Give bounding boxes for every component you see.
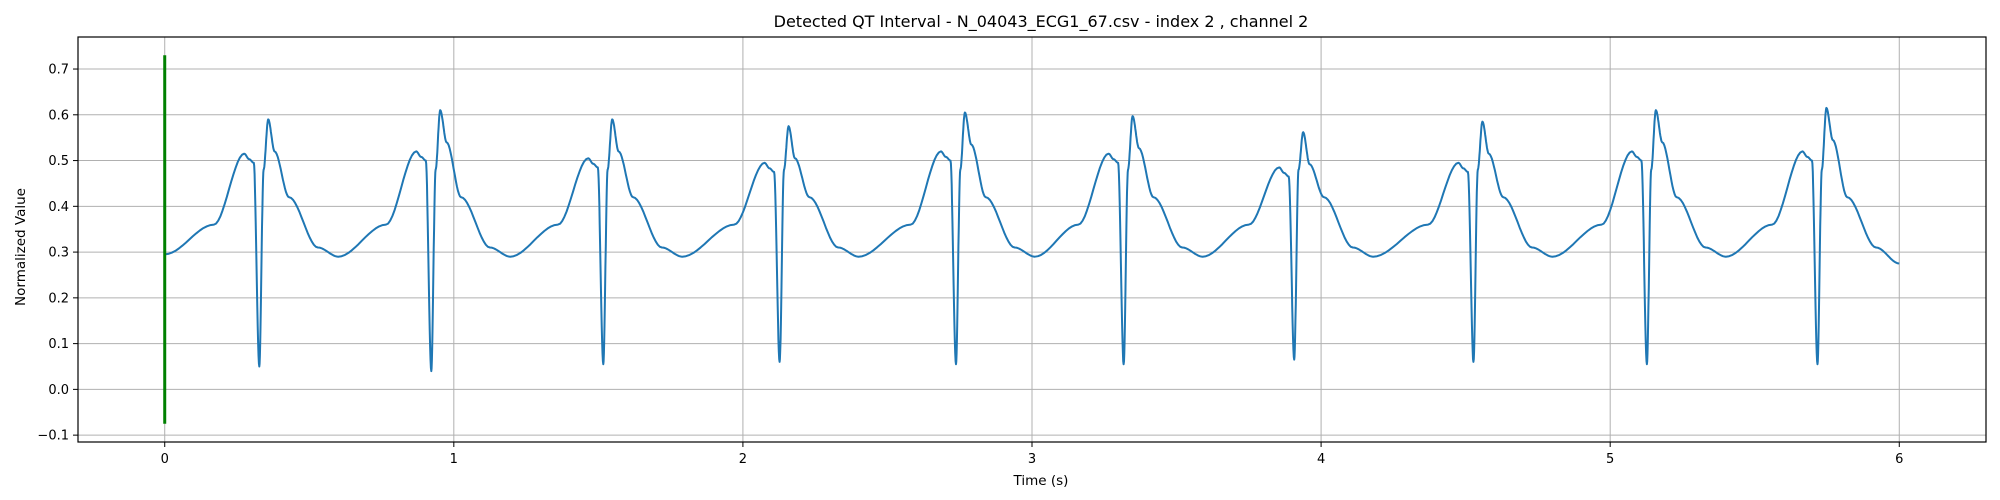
y-tick-label: −0.1 [37,429,69,444]
y-tick-label: 0.1 [48,337,69,352]
y-tick-label: 0.3 [48,246,69,261]
x-tick-label: 4 [1317,452,1325,467]
x-tick-label: 6 [1895,452,1903,467]
x-tick-label: 0 [161,452,169,467]
ecg-signal-line [164,106,1900,373]
x-axis-ticks: 0 1 2 3 4 5 6 [161,442,1903,467]
chart-title: Detected QT Interval - N_04043_ECG1_67.c… [774,12,1309,32]
y-tick-label: 0.5 [48,154,69,169]
y-tick-label: 0.4 [48,200,69,215]
y-tick-label: 0.7 [48,63,69,78]
plot-area [163,55,1900,424]
x-tick-label: 2 [739,452,747,467]
x-tick-label: 5 [1606,452,1614,467]
y-axis-label: Normalized Value [13,188,29,306]
x-tick-label: 1 [450,452,458,467]
y-axis-ticks: −0.1 0.0 0.1 0.2 0.3 0.4 0.5 0.6 0.7 [37,63,78,444]
x-tick-label: 3 [1028,452,1036,467]
y-tick-label: 0.6 [48,108,69,123]
y-tick-label: 0.0 [48,383,69,398]
y-tick-label: 0.2 [48,291,69,306]
x-axis-label: Time (s) [1013,473,1069,489]
